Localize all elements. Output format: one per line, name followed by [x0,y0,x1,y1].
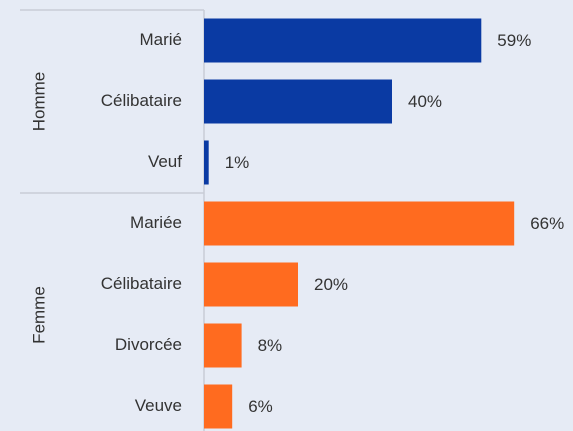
category-label: Mariée [130,213,182,232]
category-label: Veuve [135,396,182,415]
value-label: 8% [258,336,283,355]
bar [204,18,482,63]
bar [204,384,233,429]
value-label: 1% [225,153,250,172]
bar [204,262,298,307]
group-label: Femme [29,286,48,344]
value-label: 40% [408,92,442,111]
value-label: 66% [530,214,564,233]
bar [204,140,209,185]
value-label: 59% [497,31,531,50]
category-label: Divorcée [115,335,182,354]
value-label: 20% [314,275,348,294]
bar [204,79,392,124]
category-label: Marié [139,30,182,49]
category-label: Célibataire [101,91,182,110]
bar [204,323,242,368]
group-label: Homme [29,72,48,132]
category-label: Célibataire [101,274,182,293]
value-label: 6% [248,397,273,416]
bar [204,201,515,246]
category-label: Veuf [148,152,182,171]
